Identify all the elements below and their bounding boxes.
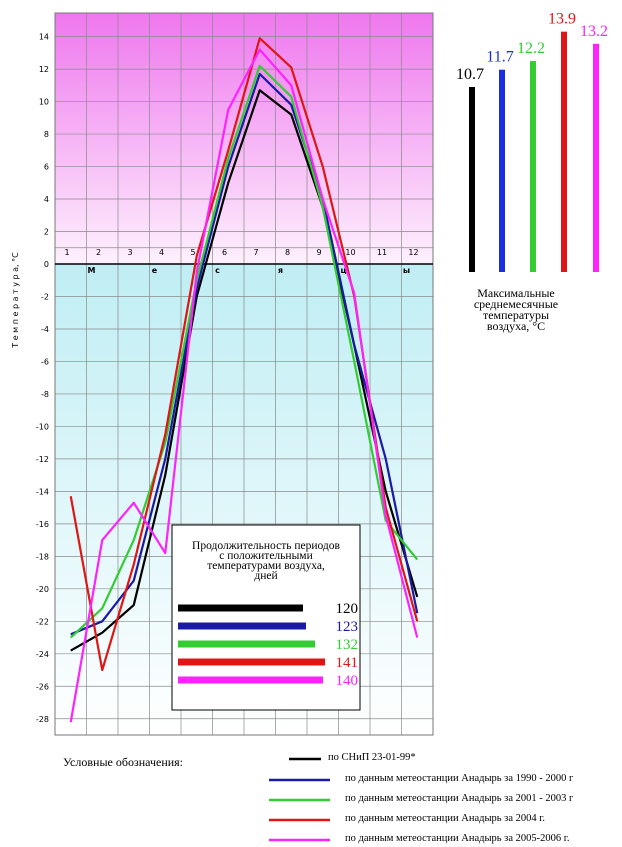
series-line-2 (70, 72, 419, 636)
max-bar-1 (469, 87, 475, 272)
legend-title: Условные обозначения: (63, 755, 184, 769)
y-tick-label: 10 (39, 98, 49, 107)
x-tick-label: 10 (345, 248, 355, 257)
inset-title-line: Продолжительность периодов (192, 540, 340, 552)
x-tick-label: 7 (253, 248, 258, 257)
x-tick-label: 1 (64, 248, 69, 257)
month-letter: с (215, 266, 220, 275)
inset-value: 140 (336, 673, 359, 689)
x-tick-label: 8 (285, 248, 290, 257)
y-tick-label: -12 (36, 455, 49, 464)
inset-title-line: дней (254, 570, 277, 582)
y-axis-label: Т е м п е р а т у р а, °С (11, 252, 20, 349)
max-bar-label: 13.9 (548, 11, 576, 28)
y-tick-label: -4 (41, 325, 49, 334)
x-tick-label: 6 (222, 248, 227, 257)
y-tick-label: -24 (36, 650, 49, 659)
x-tick-label: 9 (316, 248, 321, 257)
legend-label-4: по данным метеостанции Анадырь за 2004 г… (345, 813, 545, 824)
max-bar-2 (499, 69, 505, 272)
x-tick-label: 4 (159, 248, 164, 257)
max-caption-line: воздуха, °С (487, 319, 545, 333)
legend-label-1: по СНиП 23-01-99* (328, 752, 416, 763)
inset-value: 120 (336, 601, 359, 617)
month-letter: е (152, 266, 158, 275)
x-tick-label: 2 (96, 248, 101, 257)
legend-label-3: по данным метеостанции Анадырь за 2001 -… (345, 793, 574, 804)
month-letter: ц (341, 266, 347, 275)
inset-value: 123 (336, 619, 359, 635)
y-tick-label: -2 (41, 292, 49, 301)
max-bar-3 (530, 61, 536, 272)
max-bar-label: 10.7 (456, 66, 484, 83)
x-tick-label: 3 (127, 248, 132, 257)
inset-value: 141 (336, 655, 359, 671)
max-caption-line: среднемесячные (474, 297, 558, 311)
month-letter: я (278, 266, 283, 275)
y-tick-label: -18 (36, 552, 49, 561)
y-tick-label: -28 (36, 715, 49, 724)
series-line-1 (70, 89, 419, 652)
plot-frame (54, 12, 434, 736)
y-tick-label: -8 (41, 390, 49, 399)
y-tick-label: 14 (39, 33, 49, 42)
legend-label-5: по данным метеостанции Анадырь за 2005-2… (345, 833, 570, 844)
x-tick-label: 5 (190, 248, 195, 257)
max-caption-line: Максимальные (477, 286, 555, 300)
inset-title-line: температурами воздуха, (207, 560, 325, 572)
y-tick-label: -20 (36, 585, 49, 594)
y-tick-label: -14 (36, 487, 49, 496)
max-bar-label: 13.2 (580, 23, 608, 40)
y-tick-label: -26 (36, 682, 49, 691)
month-letter: ы (403, 266, 410, 275)
y-tick-label: -10 (36, 422, 49, 431)
max-bar-4 (561, 31, 567, 272)
x-tick-label: 12 (408, 248, 418, 257)
x-tick-label: 11 (377, 248, 387, 257)
y-tick-label: 8 (44, 130, 49, 139)
inset-value: 132 (336, 637, 359, 653)
y-tick-label: -22 (36, 617, 49, 626)
y-tick-label: 0 (44, 260, 49, 269)
month-letter: М (88, 266, 96, 275)
max-bar-label: 12.2 (517, 40, 545, 57)
y-tick-label: -6 (41, 357, 49, 366)
max-caption-line: температуры (483, 308, 549, 322)
y-tick-label: 2 (44, 228, 49, 237)
y-tick-label: 12 (39, 65, 49, 74)
series-line-5 (69, 48, 419, 723)
max-bar-label: 11.7 (486, 49, 513, 66)
series-line-3 (70, 64, 419, 639)
max-bar-5 (593, 43, 599, 273)
y-tick-label: 6 (44, 163, 49, 172)
y-tick-label: -16 (36, 520, 49, 529)
legend-label-2: по данным метеостанции Анадырь за 1990 -… (345, 773, 574, 784)
y-tick-label: 4 (44, 195, 49, 204)
inset-title-line: с положительными (219, 550, 312, 562)
